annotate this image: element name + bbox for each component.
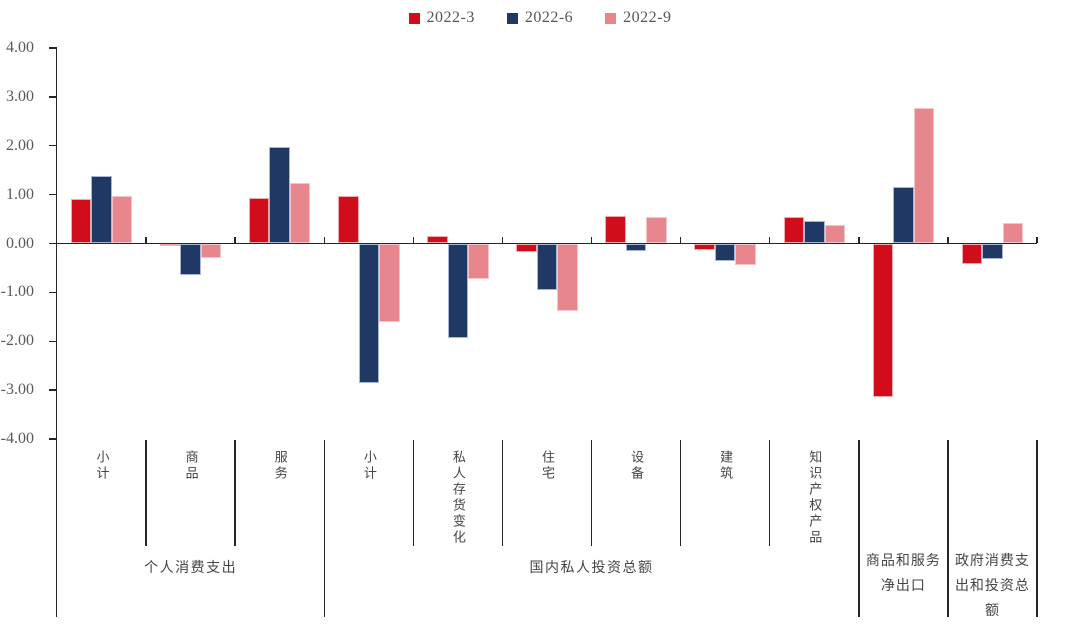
x-axis-boundary-tick (1036, 237, 1038, 243)
legend-swatch-icon (605, 12, 617, 24)
category-label-小计: 小计 (361, 450, 377, 482)
bar-2022-3-知识产权产品 (783, 216, 805, 244)
bar-2022-9-小计 (111, 196, 133, 244)
category-label-私人存货变化: 私人存货变化 (450, 450, 466, 546)
x-axis-boundary-tick (947, 237, 949, 243)
x-axis-boundary-tick (768, 237, 771, 243)
y-axis-line (55, 48, 57, 617)
group-divider-line (1036, 440, 1038, 617)
bar-2022-3-建筑 (694, 244, 715, 251)
category-label-住宅: 住宅 (540, 450, 555, 482)
bar-2022-6-知识产权产品 (804, 221, 825, 244)
y-axis-tick-label: 0.00 (6, 234, 34, 252)
chart-legend: 2022-3 2022-6 2022-9 (14, 9, 1066, 27)
y-axis-tick (49, 340, 57, 343)
category-divider-line (145, 440, 147, 546)
y-axis-tick-label: 2.00 (6, 136, 34, 154)
group-label-商品和服务净出口: 商品和服务净出口 (865, 554, 941, 594)
category-divider-line (679, 440, 682, 546)
bar-2022-6-住宅 (536, 244, 558, 290)
x-axis-zero-line (57, 242, 1037, 245)
bar-2022-3-住宅 (516, 244, 537, 252)
x-axis-boundary-tick (501, 237, 504, 243)
y-axis-tick (49, 291, 57, 294)
x-axis-boundary-tick (234, 237, 236, 243)
bar-2022-9-建筑 (735, 244, 756, 266)
bar-2022-3-政府消费支出和投资总额 (961, 244, 983, 264)
legend-item: 2022-6 (506, 9, 574, 27)
bar-2022-6-商品 (180, 244, 201, 275)
category-label-商品: 商品 (183, 450, 199, 482)
bar-2022-6-设备 (625, 244, 647, 252)
x-axis-boundary-tick (858, 237, 860, 243)
legend-label: 2022-3 (426, 9, 475, 26)
group-label-个人消费支出: 个人消费支出 (144, 561, 238, 576)
y-axis-tick-label: 4.00 (6, 38, 34, 56)
y-axis-tick-label: -1.00 (0, 283, 34, 301)
y-axis-tick (49, 193, 57, 196)
bar-2022-6-政府消费支出和投资总额 (982, 244, 1003, 260)
group-divider-line (323, 440, 326, 617)
y-axis-tick-label: -4.00 (0, 430, 34, 448)
category-label-设备: 设备 (629, 450, 645, 482)
bar-2022-9-私人存货变化 (468, 244, 489, 279)
legend-label: 2022-9 (623, 9, 672, 26)
bar-2022-3-小计 (70, 199, 92, 244)
bar-2022-9-住宅 (557, 244, 578, 312)
bar-2022-3-商品和服务净出口 (872, 244, 894, 398)
group-label-政府消费支出和投资总额: 政府消费支出和投资总额 (954, 554, 1030, 619)
bar-2022-3-私人存货变化 (427, 236, 448, 244)
bar-2022-3-小计 (338, 196, 359, 244)
bar-2022-3-服务 (248, 198, 270, 244)
y-axis-tick-label: -3.00 (0, 381, 34, 399)
bar-2022-6-建筑 (714, 244, 736, 262)
bar-2022-6-服务 (269, 147, 290, 244)
bar-2022-6-私人存货变化 (447, 244, 469, 338)
legend-item: 2022-3 (408, 9, 475, 27)
legend-swatch-icon (408, 12, 420, 24)
legend-item: 2022-9 (605, 9, 671, 27)
group-label-国内私人投资总额: 国内私人投资总额 (529, 561, 654, 576)
bar-2022-6-小计 (358, 244, 380, 383)
bar-2022-9-政府消费支出和投资总额 (1002, 222, 1024, 244)
bar-2022-6-小计 (91, 176, 112, 244)
bar-2022-9-知识产权产品 (824, 225, 846, 244)
x-axis-boundary-tick (323, 237, 326, 243)
bar-2022-3-商品 (159, 244, 181, 247)
category-label-服务: 服务 (272, 450, 288, 482)
category-divider-line (501, 440, 504, 546)
category-divider-line (234, 440, 236, 546)
y-axis-tick (49, 389, 57, 391)
x-axis-boundary-tick (412, 237, 415, 243)
y-axis-tick-label: 1.00 (6, 185, 34, 203)
bar-2022-9-小计 (379, 244, 400, 322)
group-divider-line (858, 440, 860, 617)
x-axis-boundary-tick (145, 237, 147, 243)
y-axis-tick (49, 144, 57, 147)
x-axis-boundary-tick (590, 237, 593, 243)
category-divider-line (768, 440, 771, 546)
bar-2022-9-设备 (646, 216, 667, 244)
y-axis-tick (49, 438, 57, 440)
y-axis-tick-label: -2.00 (0, 332, 34, 350)
legend-swatch-icon (506, 12, 518, 24)
y-axis-tick (49, 96, 57, 98)
bar-2022-9-服务 (289, 182, 311, 244)
y-axis-tick (49, 47, 57, 49)
category-label-小计: 小计 (94, 450, 110, 482)
category-label-建筑: 建筑 (718, 450, 734, 482)
category-label-知识产权产品: 知识产权产品 (807, 450, 823, 546)
legend-label: 2022-6 (524, 9, 574, 26)
group-divider-line (947, 440, 949, 617)
bar-2022-9-商品 (200, 244, 222, 258)
y-axis-tick-label: 3.00 (6, 87, 34, 105)
bar-2022-9-商品和服务净出口 (913, 108, 935, 244)
bar-2022-3-设备 (605, 216, 626, 244)
category-divider-line (590, 440, 593, 546)
bar-2022-6-商品和服务净出口 (893, 186, 914, 244)
category-divider-line (412, 440, 415, 546)
y-axis-tick (49, 242, 57, 245)
x-axis-boundary-tick (679, 237, 682, 243)
